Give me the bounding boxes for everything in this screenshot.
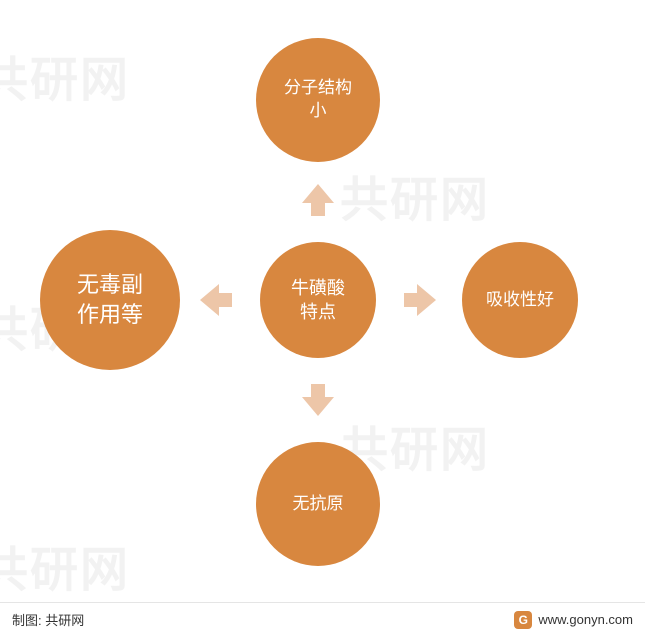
footer-credit: 制图: 共研网 <box>12 610 84 629</box>
node-top-label: 分子结构 小 <box>278 77 358 123</box>
node-left-label: 无毒副 作用等 <box>71 270 149 329</box>
node-right-label: 吸收性好 <box>480 289 560 312</box>
node-bottom: 无抗原 <box>256 442 380 566</box>
arrow-up-icon <box>302 184 334 216</box>
arrow-left-icon <box>200 284 232 316</box>
footer-bar: 制图: 共研网 G www.gonyn.com <box>0 602 645 636</box>
radial-diagram: 牛磺酸 特点分子结构 小吸收性好无抗原 无毒副 作用等 <box>0 0 645 600</box>
center-node-label: 牛磺酸 特点 <box>285 276 351 325</box>
node-bottom-label: 无抗原 <box>287 493 350 516</box>
footer-right: G www.gonyn.com <box>514 611 633 629</box>
arrow-right-icon <box>404 284 436 316</box>
logo-icon: G <box>514 611 532 629</box>
arrow-down-icon <box>302 384 334 416</box>
footer-url: www.gonyn.com <box>538 612 633 627</box>
node-left: 无毒副 作用等 <box>40 230 180 370</box>
node-top: 分子结构 小 <box>256 38 380 162</box>
node-right: 吸收性好 <box>462 242 578 358</box>
center-node: 牛磺酸 特点 <box>260 242 376 358</box>
